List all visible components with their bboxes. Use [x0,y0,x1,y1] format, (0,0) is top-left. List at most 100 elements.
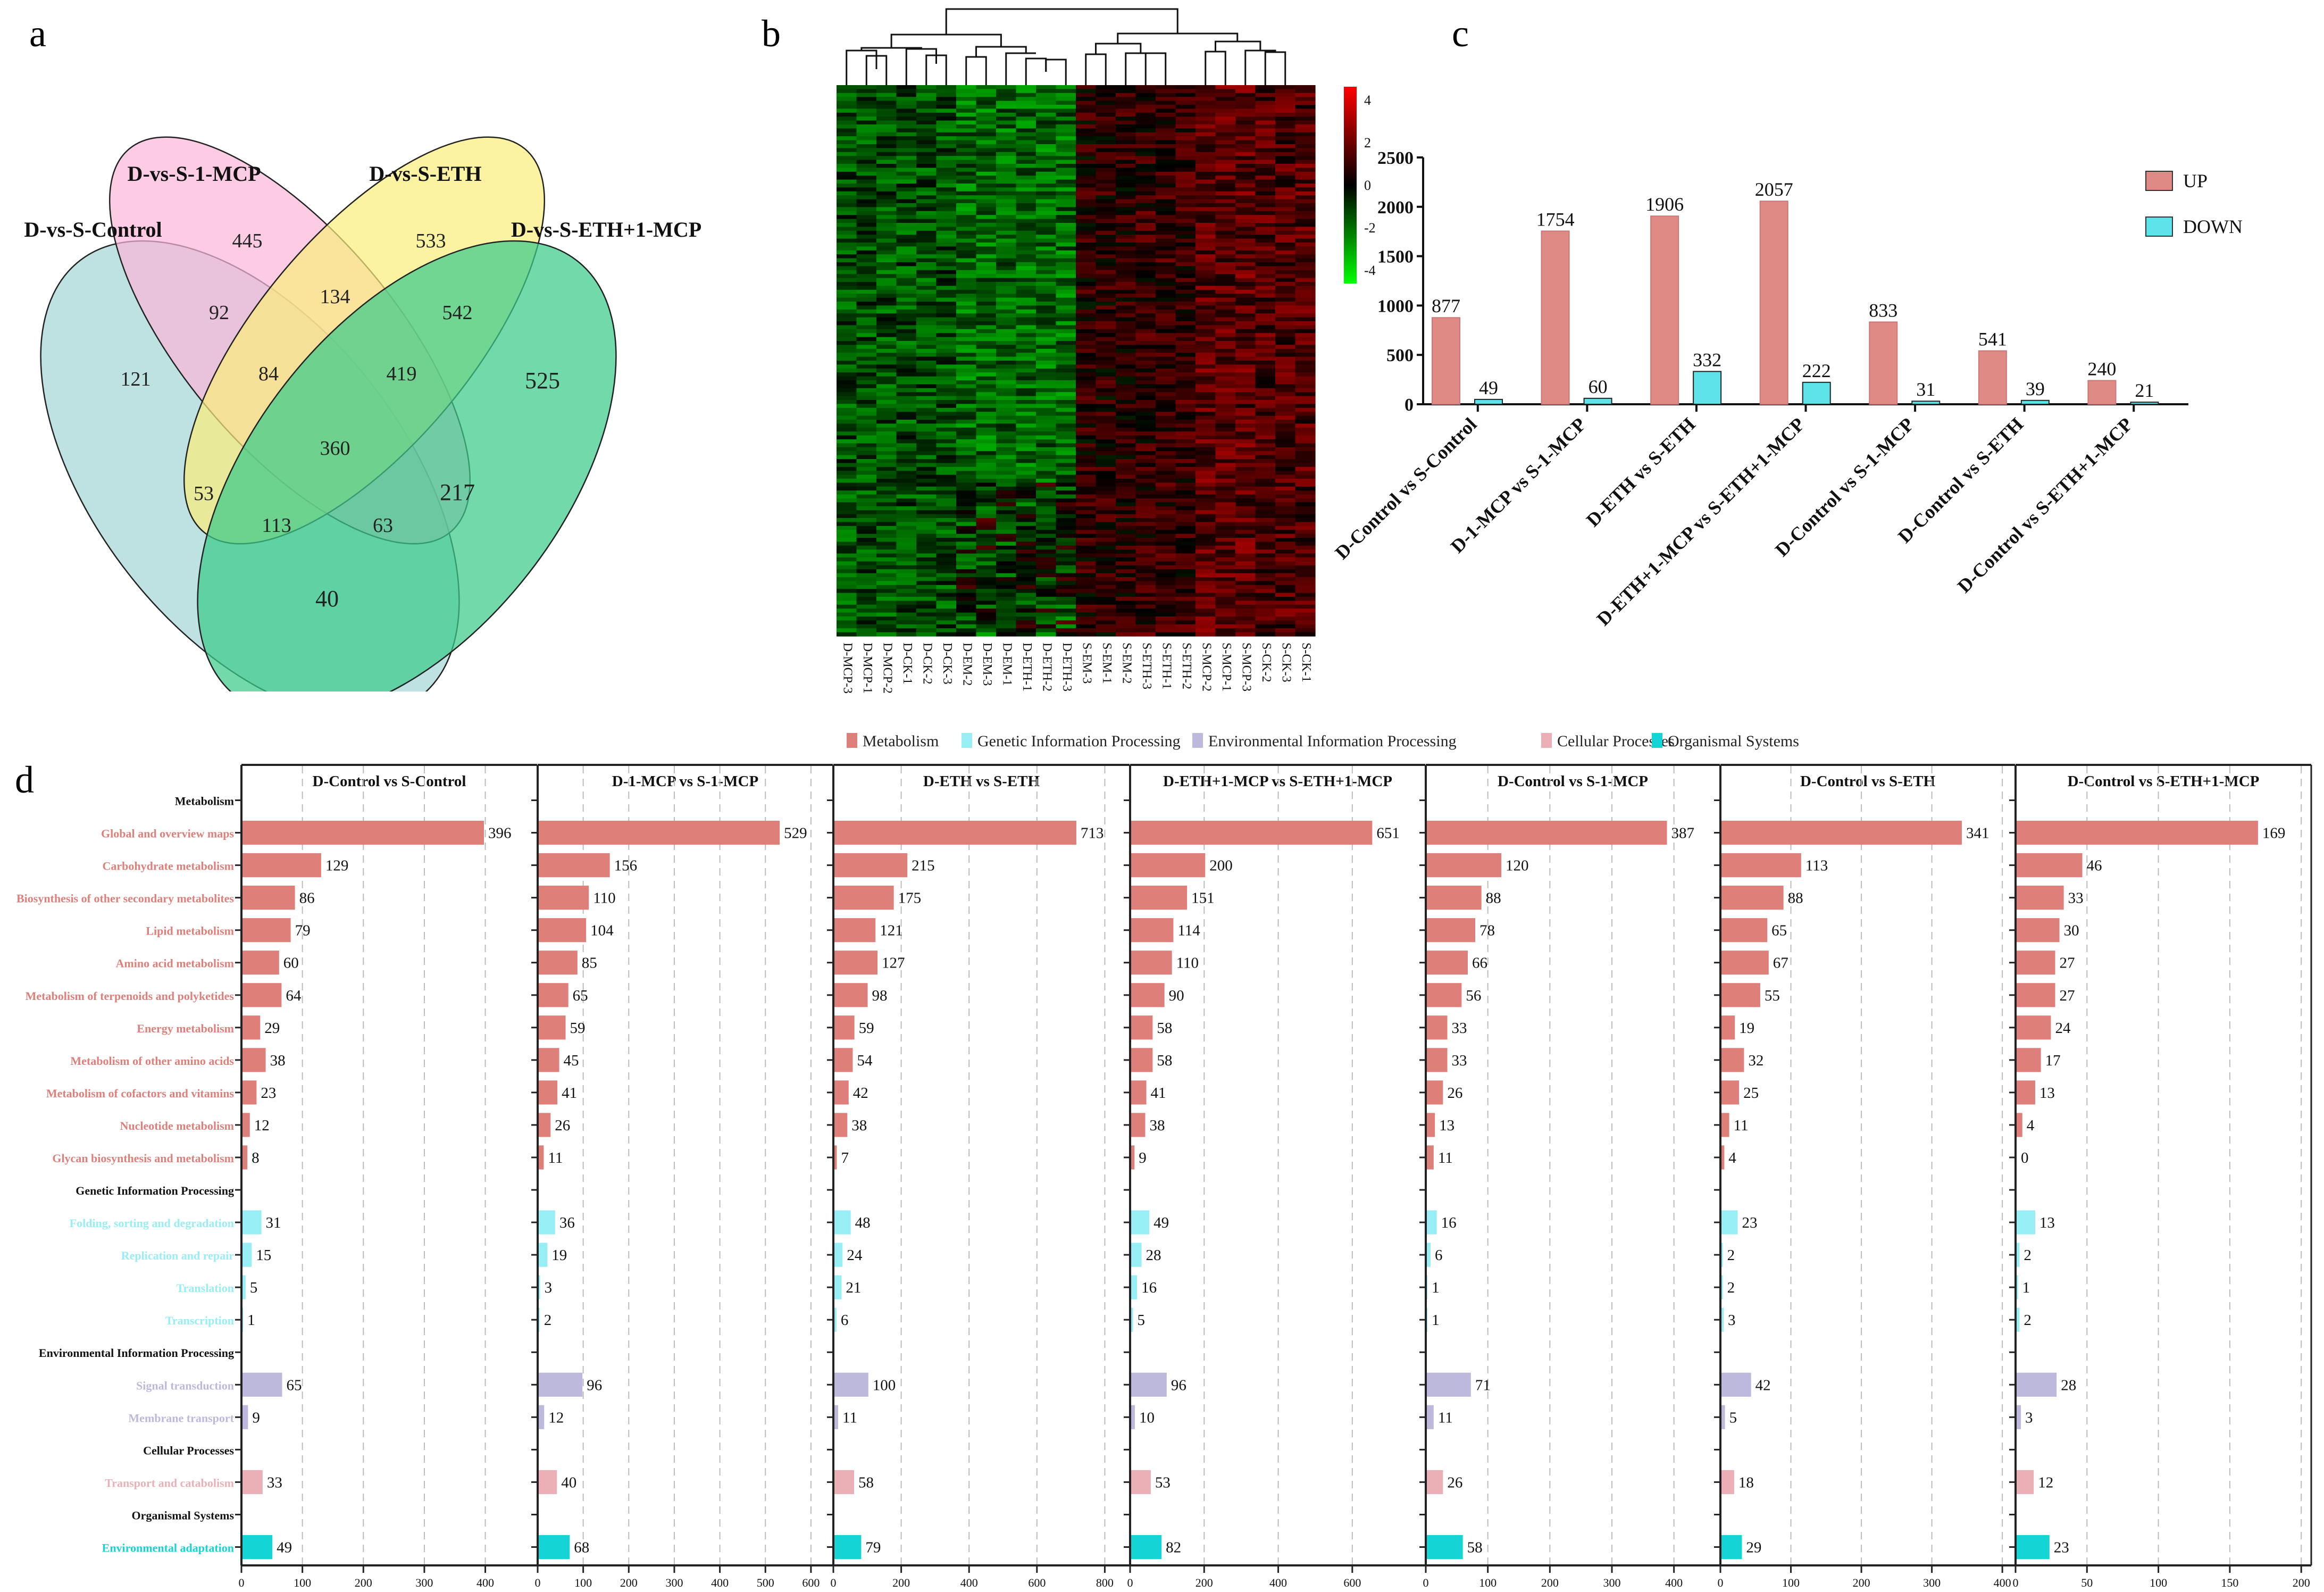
heatmap-cell [1076,466,1097,471]
heatmap-cell [1275,171,1296,176]
heatmap-column-label: D-ETH-3 [1060,643,1074,691]
heatmap-cell [916,396,937,401]
heatmap-cell [856,160,877,164]
heatmap-cell [1116,372,1136,377]
heatmap-cell [936,372,957,377]
heatmap-cell [1036,498,1057,503]
heatmap-cell [1135,601,1156,605]
heatmap-cell [856,219,877,223]
heatmap-cell [1056,105,1076,109]
heatmap-cell [1156,160,1176,164]
heatmap-cell [1235,309,1256,314]
heatmap-cell [876,443,897,448]
heatmap-cell [876,164,897,168]
heatmap-cell [1056,136,1076,141]
heatmap-cell [1196,227,1216,231]
heatmap-cell [837,164,857,168]
heatmap-cell [1076,526,1097,530]
heatmap-cell [936,447,957,452]
heatmap-cell [956,120,977,125]
heatmap-cell [1175,624,1196,629]
heatmap-cell [1116,459,1136,463]
heatmap-cell [856,526,877,530]
heatmap-cell [1056,333,1076,338]
heatmap-cell [1156,270,1176,274]
heatmap-cell [1295,400,1316,404]
heatmap-cell [936,238,957,243]
heatmap-cell [837,325,857,330]
y-tick-label: 1500 [1377,247,1414,267]
heatmap-cell [916,187,937,192]
heatmap-cell [1215,238,1236,243]
bar-value-label: 27 [2060,987,2075,1004]
heatmap-cell [1036,329,1057,334]
heatmap-cell [996,514,1017,519]
x-tick-label: 600 [1343,1576,1361,1589]
pathway-bar [243,1048,266,1072]
heatmap-cell [956,514,977,519]
heatmap-cell [956,223,977,227]
heatmap-cell [1116,191,1136,196]
heatmap-cell [1255,443,1276,448]
heatmap-cell [1016,380,1036,385]
heatmap-cell [1116,597,1136,601]
heatmap-cell [1156,262,1176,266]
heatmap-cell [1215,305,1236,310]
heatmap-cell [996,278,1017,282]
heatmap-cell [1036,604,1057,609]
heatmap-cell [1096,479,1116,483]
heatmap-cell [1036,105,1057,109]
heatmap-cell [1275,427,1296,432]
heatmap-cell [1215,455,1236,460]
heatmap-cell [1096,415,1116,420]
heatmap-cell [1116,270,1136,274]
bar-value-label: 90 [1169,987,1184,1004]
heatmap-cell [1275,246,1296,251]
heatmap-cell [837,561,857,566]
heatmap-cell [1255,549,1276,554]
heatmap-cell [1175,372,1196,377]
heatmap-cell [1116,148,1136,153]
heatmap-cell [837,278,857,282]
heatmap-cell [1016,498,1036,503]
heatmap-cell [936,262,957,266]
heatmap-cell [1135,486,1156,491]
heatmap-cell [1156,364,1176,369]
bar-value-label: 82 [1166,1539,1181,1556]
heatmap-cell [1275,474,1296,479]
heatmap-cell [1076,510,1097,515]
heatmap-cell [896,160,917,164]
heatmap-cell [936,396,957,401]
heatmap-cell [1076,549,1097,554]
heatmap-cell [1016,223,1036,227]
heatmap-cell [1255,604,1276,609]
heatmap-cell [896,581,917,586]
heatmap-cell [896,203,917,207]
heatmap-cell [1096,439,1116,444]
heatmap-cell [1255,274,1276,279]
heatmap-cell [916,628,937,633]
heatmap-cell [1076,534,1097,538]
heatmap-cell [996,482,1017,487]
heatmap-cell [1295,415,1316,420]
heatmap-cell [876,286,897,290]
pathway-bar [1131,820,1373,845]
heatmap-cell [1215,289,1236,294]
heatmap-cell [1036,482,1057,487]
heatmap-cell [916,250,937,255]
heatmap-cell [1215,156,1236,161]
heatmap-cell [916,474,937,479]
heatmap-cell [996,569,1017,574]
bar-down [1802,381,1831,405]
heatmap-cell [856,329,877,334]
heatmap-cell [1116,427,1136,432]
heatmap-cell [976,612,997,617]
heatmap-cell [1196,518,1216,522]
heatmap-cell [1295,601,1316,605]
heatmap-cell [1076,266,1097,271]
pathway-bar [834,983,868,1007]
heatmap-cell [1255,191,1276,196]
heatmap-cell [1056,140,1076,145]
heatmap-cell [1295,211,1316,215]
heatmap-cell [1215,372,1236,377]
